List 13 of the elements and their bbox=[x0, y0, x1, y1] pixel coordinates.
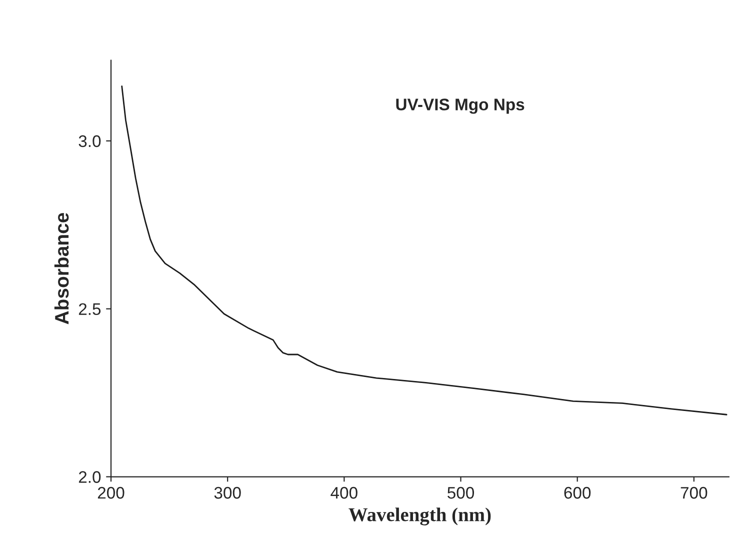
x-axis-title: Wavelength (nm) bbox=[348, 508, 491, 526]
line-series bbox=[121, 85, 728, 416]
x-tick-label: 200 bbox=[98, 486, 124, 499]
y-tick-label: 2.0 bbox=[78, 471, 101, 483]
x-tick-label: 600 bbox=[564, 486, 591, 499]
x-tick-label: 500 bbox=[448, 486, 474, 499]
y-axis-title: Absorbance bbox=[54, 212, 69, 324]
x-tick-label: 400 bbox=[330, 486, 358, 499]
annotation: UV-VIS Mgo Nps bbox=[396, 98, 524, 114]
x-tick-label: 700 bbox=[680, 486, 708, 499]
x-tick-label: 300 bbox=[214, 486, 241, 499]
y-tick-label: 2.5 bbox=[78, 303, 101, 316]
y-tick-label: 3.0 bbox=[78, 135, 101, 148]
